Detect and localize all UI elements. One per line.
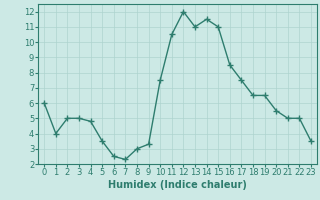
X-axis label: Humidex (Indice chaleur): Humidex (Indice chaleur) [108, 180, 247, 190]
